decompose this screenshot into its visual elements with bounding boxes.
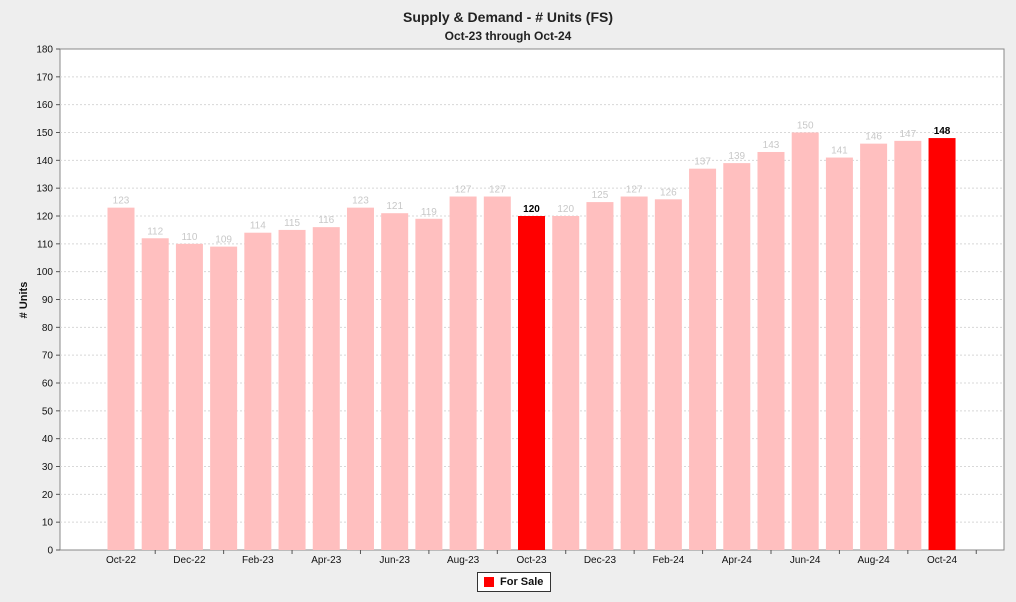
bar-apr-23 xyxy=(312,227,340,550)
bar-may-23 xyxy=(346,207,374,550)
value-label: 147 xyxy=(899,129,916,140)
bar-oct-24 xyxy=(928,138,956,551)
y-tick-label: 50 xyxy=(42,406,54,417)
y-tick-label: 110 xyxy=(37,239,53,250)
value-label: 116 xyxy=(318,215,334,226)
bar-apr-24 xyxy=(723,163,751,550)
value-label: 121 xyxy=(386,201,403,212)
value-label: 126 xyxy=(660,187,677,198)
value-label: 127 xyxy=(626,185,643,196)
bar-oct-23 xyxy=(518,216,546,550)
x-tick-label: Apr-23 xyxy=(311,555,341,566)
legend: For Sale xyxy=(477,572,552,592)
x-tick-label: Aug-24 xyxy=(857,555,890,566)
value-label: 115 xyxy=(284,218,300,229)
y-tick-label: 170 xyxy=(36,72,53,83)
value-label: 125 xyxy=(592,190,609,201)
y-tick-label: 10 xyxy=(42,518,54,529)
value-label: 141 xyxy=(831,146,848,157)
value-label: 139 xyxy=(728,151,745,162)
y-tick-label: 140 xyxy=(36,156,53,167)
y-tick-label: 0 xyxy=(47,546,53,557)
value-labels: 123 112 110 109 114 115 116 123 121 119 127 127 120 1… xyxy=(113,121,951,246)
chart-subtitle: Oct-23 through Oct-24 xyxy=(444,29,572,43)
x-tick-label: Oct-24 xyxy=(927,555,957,566)
x-tick-label: Feb-24 xyxy=(653,555,685,566)
x-axis: Oct-22 Dec-22 Feb-23 Apr-23 Jun-23 Aug-23 Oct-… xyxy=(106,550,977,566)
bar-oct-22 xyxy=(107,207,135,550)
value-label: 137 xyxy=(694,157,711,168)
y-tick-label: 70 xyxy=(42,351,54,362)
x-tick-label: Oct-22 xyxy=(106,555,136,566)
bar-sep-24 xyxy=(894,140,922,550)
y-axis-label: # Units xyxy=(18,282,30,319)
value-label: 123 xyxy=(113,196,130,207)
legend-label: For Sale xyxy=(500,576,544,588)
bar-mar-23 xyxy=(278,229,306,550)
x-tick-label: Dec-23 xyxy=(584,555,617,566)
bar-dec-23 xyxy=(586,202,614,551)
x-tick-label: Jun-24 xyxy=(790,555,821,566)
value-label: 109 xyxy=(215,235,232,246)
value-label: 120 xyxy=(523,204,540,215)
legend-swatch xyxy=(484,577,494,587)
value-label: 120 xyxy=(557,204,574,215)
y-tick-label: 60 xyxy=(42,379,54,390)
value-label: 143 xyxy=(763,140,780,151)
y-tick-label: 180 xyxy=(36,45,53,56)
x-tick-label: Dec-22 xyxy=(173,555,206,566)
bar-jan-24 xyxy=(620,196,648,550)
value-label: 123 xyxy=(352,196,369,207)
bar-feb-23 xyxy=(244,232,272,550)
y-tick-label: 150 xyxy=(36,128,53,139)
bar-jun-24 xyxy=(791,132,819,550)
y-tick-label: 100 xyxy=(36,267,53,278)
bar-dec-22 xyxy=(175,243,203,551)
value-label: 127 xyxy=(489,185,506,196)
bar-nov-22 xyxy=(141,238,169,550)
bars xyxy=(107,132,956,551)
x-tick-label: Feb-23 xyxy=(242,555,274,566)
y-axis: 0 10 20 30 40 50 60 70 80 90 100 110 120 130 140 150 160… xyxy=(36,45,60,557)
value-label: 114 xyxy=(250,221,266,232)
bar-nov-23 xyxy=(552,216,580,550)
value-label: 112 xyxy=(147,226,163,237)
y-tick-label: 120 xyxy=(36,212,53,223)
x-tick-label: Apr-24 xyxy=(722,555,752,566)
bar-may-24 xyxy=(757,151,785,550)
y-tick-label: 80 xyxy=(42,323,54,334)
y-tick-label: 130 xyxy=(36,184,53,195)
bar-jul-23 xyxy=(415,218,443,551)
y-tick-label: 30 xyxy=(42,462,54,473)
value-label: 146 xyxy=(865,132,882,143)
bar-sep-23 xyxy=(483,196,511,550)
x-tick-label: Aug-23 xyxy=(447,555,480,566)
bar-aug-23 xyxy=(449,196,477,550)
bar-aug-24 xyxy=(860,143,888,550)
value-label: 148 xyxy=(934,126,951,137)
x-tick-label: Oct-23 xyxy=(517,555,547,566)
bar-mar-24 xyxy=(689,168,717,550)
chart-title: Supply & Demand - # Units (FS) xyxy=(402,9,613,25)
bar-jan-23 xyxy=(210,246,238,550)
value-label: 127 xyxy=(455,185,472,196)
y-tick-label: 90 xyxy=(42,295,54,306)
bar-jul-24 xyxy=(825,157,853,551)
value-label: 110 xyxy=(181,232,197,243)
value-label: 150 xyxy=(797,121,814,132)
value-label: 119 xyxy=(421,207,437,218)
x-tick-label: Jun-23 xyxy=(379,555,410,566)
bar-feb-24 xyxy=(654,199,682,551)
y-tick-label: 40 xyxy=(42,434,54,445)
y-tick-label: 160 xyxy=(36,100,53,111)
bar-jun-23 xyxy=(381,213,409,550)
y-tick-label: 20 xyxy=(42,490,54,501)
